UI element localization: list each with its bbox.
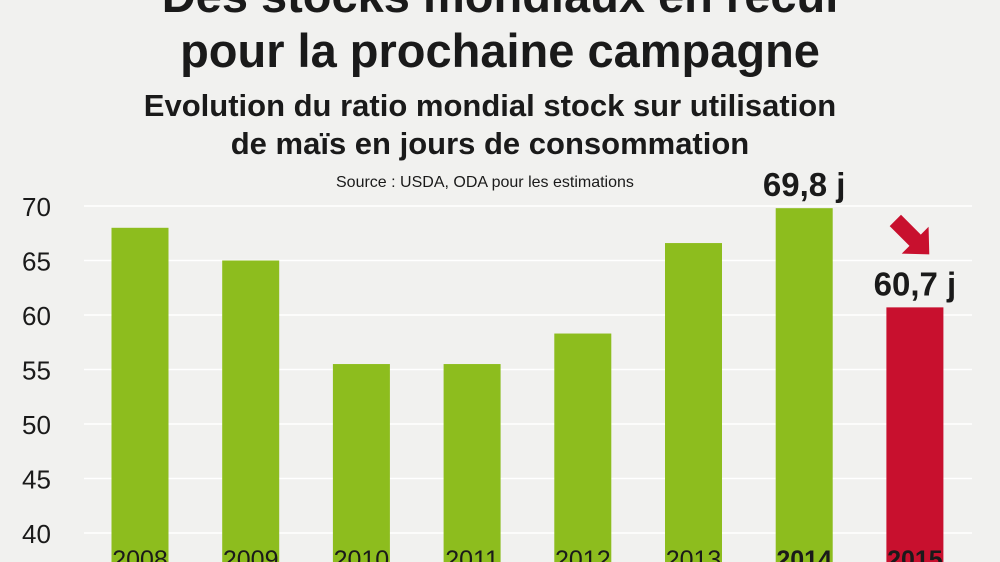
- y-tick-label-60: 60: [22, 301, 51, 331]
- y-tick-label-65: 65: [22, 247, 51, 277]
- grid-lines: [84, 205, 972, 534]
- bar-2010: [332, 364, 390, 562]
- bar-2011: [443, 364, 501, 562]
- chart-subtitle-line-1: Evolution du ratio mondial stock sur uti…: [143, 88, 837, 123]
- chart-subtitle-line-2: de maïs en jours de consommation: [230, 126, 750, 161]
- x-tick-label-2009: 2009: [223, 546, 279, 562]
- bar-2009: [222, 260, 280, 562]
- x-tick-label-2010: 2010: [334, 546, 390, 562]
- bars: [111, 208, 944, 562]
- bar-2012: [554, 333, 612, 562]
- y-tick-label-45: 45: [22, 465, 51, 495]
- x-tick-label-2012: 2012: [555, 546, 611, 562]
- bar-2013: [665, 243, 722, 562]
- data-label-2014: 69,8 j: [763, 166, 846, 203]
- x-tick-label-2015: 2015: [887, 546, 943, 562]
- down-arrow-icon: [889, 214, 930, 255]
- x-tick-label-2014: 2014: [776, 546, 832, 562]
- y-tick-label-55: 55: [22, 356, 51, 386]
- y-tick-label-70: 70: [22, 192, 51, 222]
- down-arrow-icon-shape: [889, 214, 930, 255]
- bar-2015: [886, 307, 944, 562]
- y-tick-label-50: 50: [22, 410, 51, 440]
- data-labels: 69,8 j 60,7 j: [763, 166, 956, 302]
- chart-title-line-2: pour la prochaine campagne: [180, 24, 820, 77]
- data-label-2015: 60,7 j: [874, 265, 957, 302]
- x-tick-label-2008: 2008: [112, 546, 168, 562]
- x-axis: 2008 2009 2010 2011 2012 2013 2014 2015: [112, 546, 943, 562]
- y-tick-label-40: 40: [22, 519, 51, 549]
- bar-2014: [775, 208, 833, 562]
- x-tick-label-2013: 2013: [666, 546, 722, 562]
- y-axis: 40 45 50 55 60 65 70: [22, 192, 51, 549]
- x-tick-label-2011: 2011: [445, 546, 499, 562]
- chart-source: Source : USDA, ODA pour les estimations: [336, 174, 634, 191]
- bar-2008: [111, 227, 169, 562]
